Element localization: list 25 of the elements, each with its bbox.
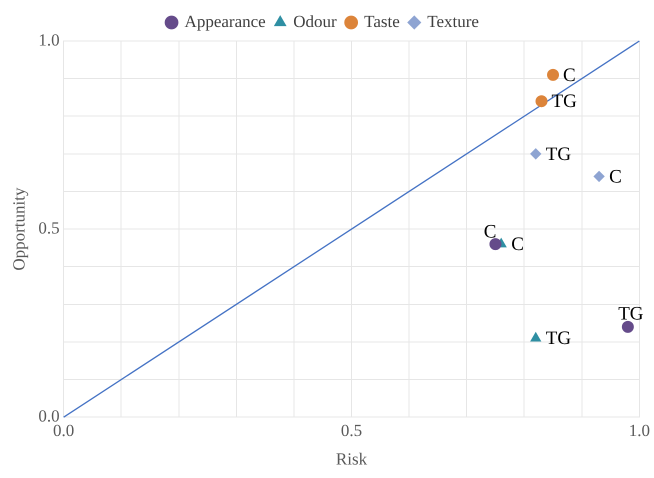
annotation: TG: [552, 91, 578, 112]
x-tick-label: 1.0: [628, 420, 650, 440]
annotation: C: [563, 64, 576, 86]
legend-label: Odour: [293, 12, 337, 31]
annotation: C: [609, 166, 622, 188]
annotation: TG: [618, 303, 644, 324]
x-tick-label: 0.5: [340, 420, 362, 440]
x-axis-title: Risk: [336, 449, 368, 468]
legend-label: Appearance: [184, 12, 266, 31]
legend-label: Texture: [427, 12, 479, 31]
annotation: TG: [546, 144, 572, 165]
y-tick-label: 1.0: [38, 30, 60, 50]
point: [530, 332, 542, 342]
point: [530, 148, 542, 160]
annotation: TG: [546, 328, 572, 350]
point: [489, 238, 502, 250]
point: [547, 68, 560, 81]
point: [594, 170, 605, 182]
point: [622, 320, 634, 333]
annotation: C: [511, 234, 524, 256]
annotation: C: [484, 222, 496, 243]
legend-label: Taste: [364, 12, 400, 31]
y-tick-label: 0.5: [38, 218, 60, 238]
y-axis-title: Opportunity: [10, 187, 29, 271]
point: [536, 95, 548, 108]
